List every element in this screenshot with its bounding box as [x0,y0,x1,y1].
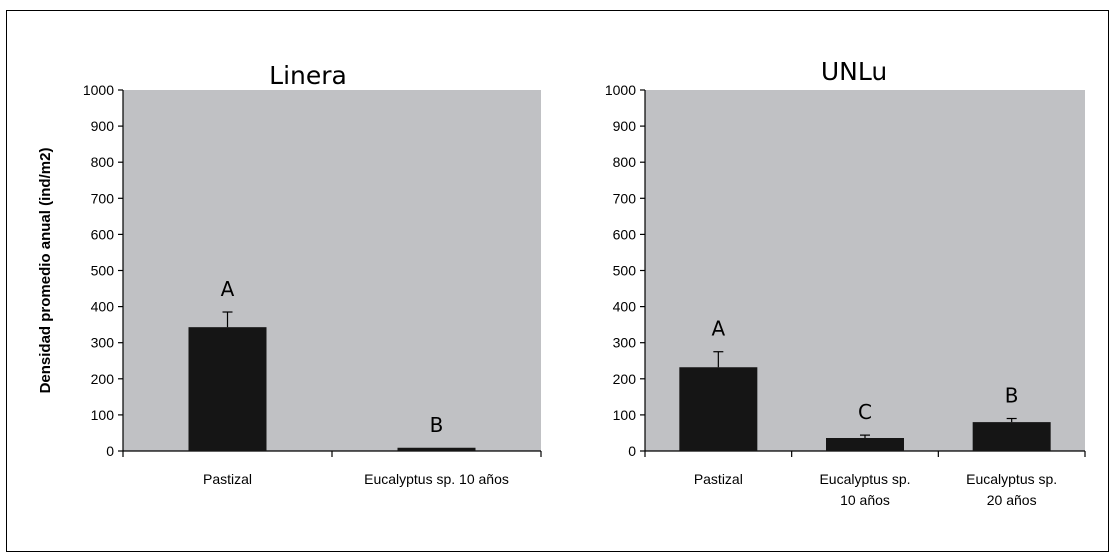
significance-letter-1-0: A [711,317,725,341]
bar-1-1 [826,438,904,451]
x-tick-label-1-2: Eucalyptus sp. [966,471,1057,487]
x-tick-label-1-1: Eucalyptus sp. [819,471,910,487]
y-tick-label-0: 0 [106,443,114,459]
y-tick-label-0: 200 [91,371,115,387]
y-axis-label: Densidad promedio anual (ind/m2) [37,148,54,394]
x-tick-label-1-1: 10 años [840,492,890,508]
y-tick-label-0: 900 [91,118,115,134]
bar-0-0 [188,327,267,451]
y-tick-label-1: 300 [613,335,637,351]
significance-letter-0-1: B [430,413,444,437]
y-tick-label-0: 1000 [83,82,114,98]
y-tick-label-1: 100 [613,407,637,423]
y-tick-label-0: 700 [91,190,115,206]
bar-1-0 [679,367,758,451]
x-tick-label-0-0: Pastizal [203,471,252,487]
y-tick-label-1: 600 [613,226,637,242]
bar-1-2 [972,422,1051,451]
y-tick-label-1: 900 [613,118,637,134]
plot-area-0 [123,90,541,451]
significance-letter-1-2: B [1005,384,1019,408]
x-tick-label-1-0: Pastizal [694,471,743,487]
y-tick-label-1: 200 [613,371,637,387]
y-tick-label-1: 700 [613,190,637,206]
y-tick-label-1: 0 [628,443,636,459]
x-tick-label-1-2: 20 años [987,492,1037,508]
y-tick-label-0: 500 [91,263,115,279]
y-tick-label-0: 100 [91,407,115,423]
y-tick-label-1: 400 [613,299,637,315]
y-tick-label-1: 500 [613,263,637,279]
figure-frame [6,10,1109,552]
y-tick-label-1: 800 [613,154,637,170]
x-tick-label-0-1: Eucalyptus sp. 10 años [364,471,509,487]
y-tick-label-0: 800 [91,154,115,170]
y-tick-label-1: 1000 [605,82,636,98]
y-tick-label-0: 600 [91,226,115,242]
significance-letter-0-0: A [221,277,235,301]
y-tick-label-0: 400 [91,299,115,315]
bar-0-1 [397,447,476,451]
significance-letter-1-1: C [858,400,872,424]
chart-title-0: Linera [269,61,347,90]
chart-title-1: UNLu [821,57,887,86]
y-tick-label-0: 300 [91,335,115,351]
